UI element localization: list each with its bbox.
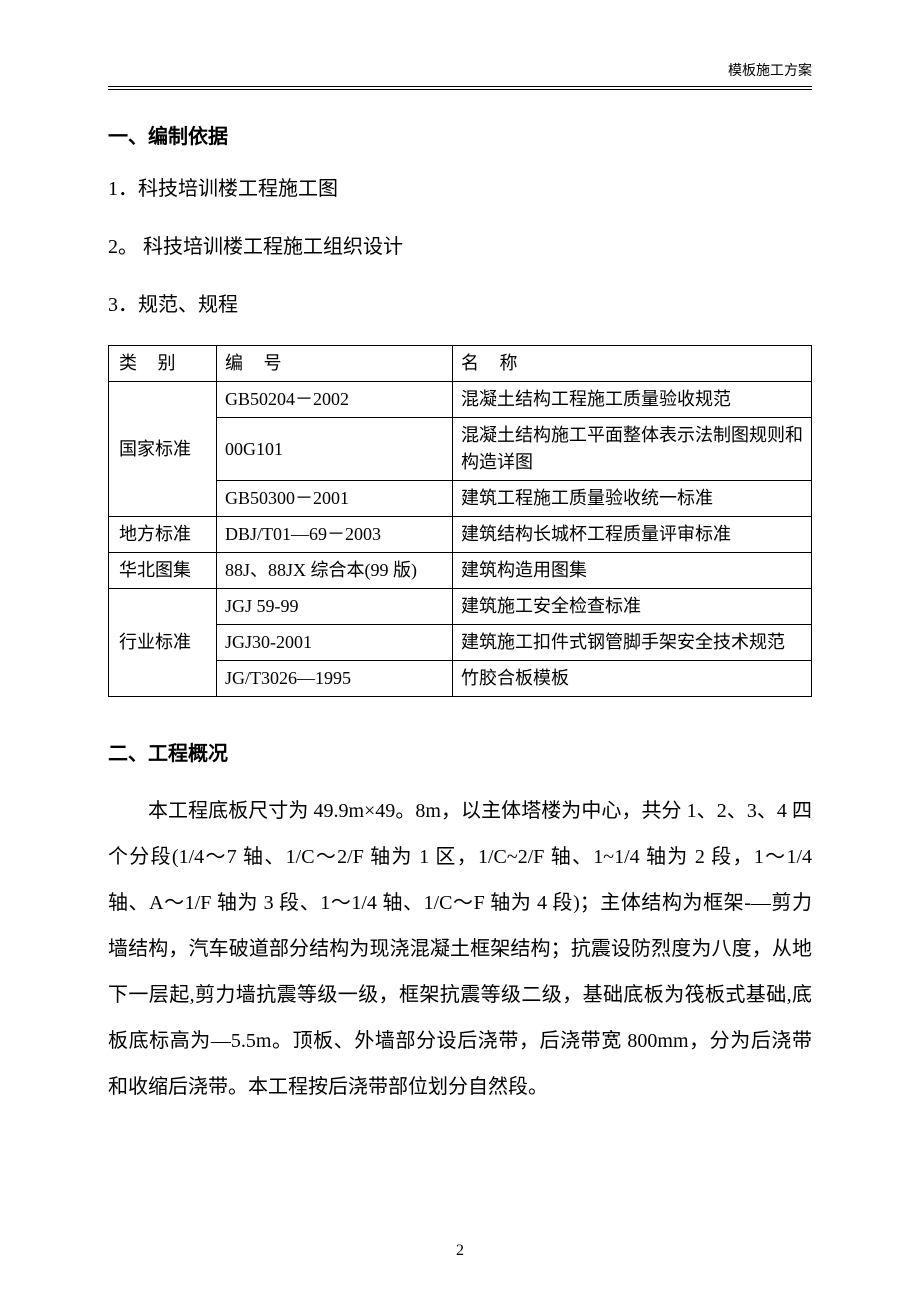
page-number: 2 bbox=[0, 1242, 920, 1260]
cell-name: 建筑构造用图集 bbox=[453, 553, 812, 589]
cell-name: 建筑结构长城杯工程质量评审标准 bbox=[453, 517, 812, 553]
th-category: 类 别 bbox=[109, 346, 217, 382]
cell-code: JGJ30-2001 bbox=[217, 625, 453, 661]
cell-category: 行业标准 bbox=[109, 589, 217, 697]
cell-category: 华北图集 bbox=[109, 553, 217, 589]
section1-item-2: 2。 科技培训楼工程施工组织设计 bbox=[108, 229, 812, 265]
cell-name: 建筑施工扣件式钢管脚手架安全技术规范 bbox=[453, 625, 812, 661]
table-row: 国家标准 GB50204－2002 混凝土结构工程施工质量验收规范 bbox=[109, 382, 812, 418]
section1-title: 一、编制依据 bbox=[108, 120, 812, 149]
cell-name: 建筑工程施工质量验收统一标准 bbox=[453, 481, 812, 517]
cell-code: JG/T3026—1995 bbox=[217, 661, 453, 697]
table-row: 华北图集 88J、88JX 综合本(99 版) 建筑构造用图集 bbox=[109, 553, 812, 589]
cell-category: 国家标准 bbox=[109, 382, 217, 517]
cell-name: 建筑施工安全检查标准 bbox=[453, 589, 812, 625]
table-row: 行业标准 JGJ 59-99 建筑施工安全检查标准 bbox=[109, 589, 812, 625]
standards-table-container: 类 别 编 号 名 称 国家标准 GB50204－2002 混凝土结构工程施工质… bbox=[108, 345, 812, 697]
cell-category: 地方标准 bbox=[109, 517, 217, 553]
section1-item-1: 1．科技培训楼工程施工图 bbox=[108, 171, 812, 207]
standards-table: 类 别 编 号 名 称 国家标准 GB50204－2002 混凝土结构工程施工质… bbox=[108, 345, 812, 697]
table-row: 地方标准 DBJ/T01—69－2003 建筑结构长城杯工程质量评审标准 bbox=[109, 517, 812, 553]
section1-item-3: 3．规范、规程 bbox=[108, 287, 812, 323]
cell-code: JGJ 59-99 bbox=[217, 589, 453, 625]
document-page: 模板施工方案 一、编制依据 1．科技培训楼工程施工图 2。 科技培训楼工程施工组… bbox=[0, 0, 920, 1170]
section2-title: 二、工程概况 bbox=[108, 737, 812, 766]
cell-code: 88J、88JX 综合本(99 版) bbox=[217, 553, 453, 589]
cell-name: 竹胶合板模板 bbox=[453, 661, 812, 697]
page-header-label: 模板施工方案 bbox=[108, 60, 812, 80]
cell-code: 00G101 bbox=[217, 418, 453, 481]
section2-body: 本工程底板尺寸为 49.9m×49。8m，以主体塔楼为中心，共分 1、2、3、4… bbox=[108, 788, 812, 1110]
th-name: 名 称 bbox=[453, 346, 812, 382]
cell-code: DBJ/T01—69－2003 bbox=[217, 517, 453, 553]
table-header-row: 类 别 编 号 名 称 bbox=[109, 346, 812, 382]
th-code: 编 号 bbox=[217, 346, 453, 382]
cell-name: 混凝土结构施工平面整体表示法制图规则和构造详图 bbox=[453, 418, 812, 481]
cell-code: GB50300－2001 bbox=[217, 481, 453, 517]
cell-name: 混凝土结构工程施工质量验收规范 bbox=[453, 382, 812, 418]
cell-code: GB50204－2002 bbox=[217, 382, 453, 418]
header-divider bbox=[108, 86, 812, 90]
